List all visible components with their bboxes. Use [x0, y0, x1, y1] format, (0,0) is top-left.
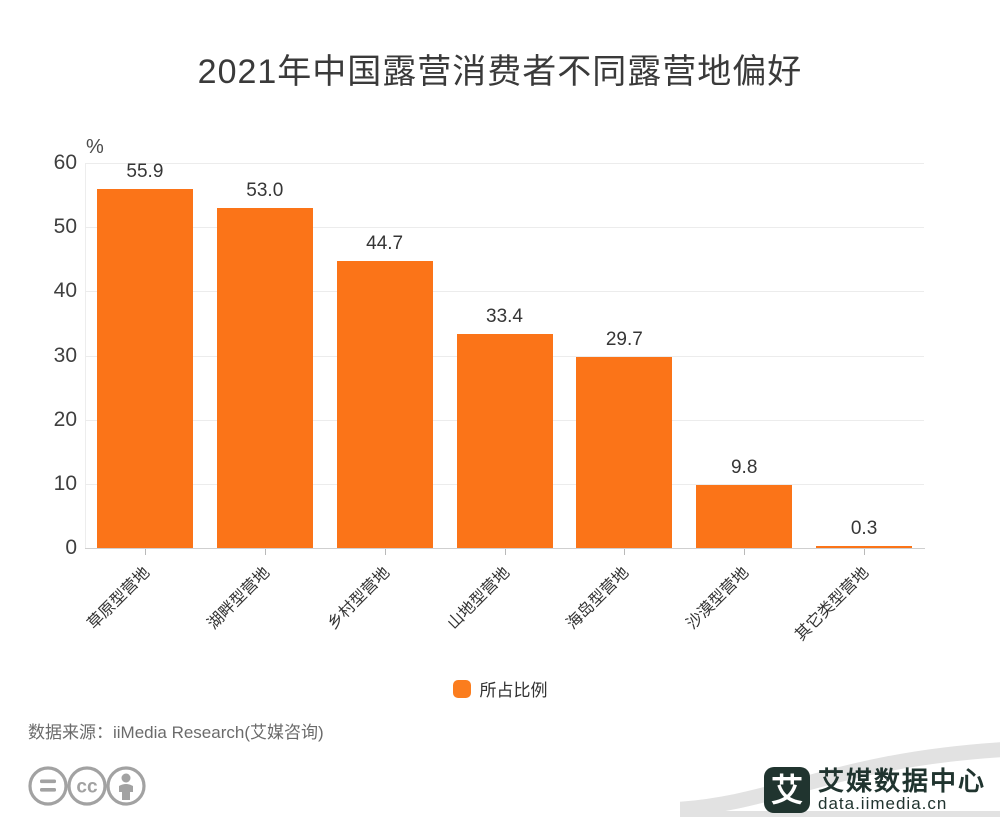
category-label: 山地型营地 — [444, 564, 513, 633]
bar-value-label: 9.8 — [730, 457, 758, 479]
bar-湖畔型营地[interactable] — [216, 207, 313, 548]
brand-url: data.iimedia.cn — [817, 794, 948, 813]
legend[interactable]: 所占比例 — [0, 676, 1000, 701]
bar-沙漠型营地[interactable] — [696, 485, 793, 548]
x-axis-tick — [744, 549, 746, 555]
brand-name: 艾媒数据中心 — [817, 766, 986, 796]
y-tick-label: 60 — [53, 151, 77, 174]
category-label: 其它类型营地 — [792, 564, 873, 645]
x-axis-tick — [864, 549, 866, 555]
chart-title: 2021年中国露营消费者不同露营地偏好 — [197, 53, 803, 91]
legend-label: 所占比例 — [479, 681, 548, 700]
x-axis-tick — [264, 549, 266, 555]
y-tick-label: 40 — [53, 279, 77, 303]
bar-山地型营地[interactable] — [456, 333, 553, 548]
bar-value-label: 44.7 — [366, 233, 404, 255]
brand-logo-icon: 艾 — [763, 767, 810, 813]
bar-海岛型营地[interactable] — [576, 357, 673, 548]
corner-decoration — [667, 725, 1000, 822]
equals-license-icon — [28, 766, 68, 806]
legend-swatch — [452, 679, 471, 698]
license-icons: cc — [26, 763, 152, 814]
y-tick-label: 10 — [53, 471, 77, 495]
bar-value-label: 29.7 — [605, 329, 643, 351]
y-tick-label: 20 — [53, 407, 77, 431]
gridline — [85, 227, 924, 229]
data-source-note: 数据来源：iiMedia Research(艾媒咨询) — [28, 723, 324, 742]
corner-bottom-strip — [668, 811, 1000, 817]
x-axis-line — [85, 548, 925, 549]
bar-value-label: 55.9 — [126, 161, 164, 183]
corner-swoosh-band — [667, 742, 1000, 818]
bar-value-label: 33.4 — [486, 305, 523, 327]
cc-icon — [67, 766, 107, 806]
bar-草原型营地[interactable] — [96, 189, 193, 548]
brand-banner: 艾 艾媒数据中心 data.iimedia.cn — [763, 766, 986, 813]
category-label: 沙漠型营地 — [683, 564, 753, 633]
gridline — [85, 291, 924, 293]
x-axis-tick — [384, 549, 386, 555]
category-label: 乡村型营地 — [324, 564, 393, 633]
y-axis-unit-label: % — [86, 136, 104, 158]
bar-乡村型营地[interactable] — [336, 261, 433, 548]
plot-area — [85, 163, 924, 548]
y-tick-label: 0 — [65, 536, 77, 559]
x-axis-tick — [624, 549, 626, 555]
gridline — [85, 163, 924, 164]
bar-value-label: 0.3 — [850, 518, 878, 540]
y-tick-label: 50 — [53, 215, 77, 239]
bar-其它类型营地[interactable] — [816, 546, 913, 548]
bar-value-label: 53.0 — [246, 179, 284, 201]
category-label: 草原型营地 — [84, 564, 154, 633]
category-label: 海岛型营地 — [564, 564, 633, 633]
y-tick-label: 30 — [53, 343, 77, 367]
svg-text:cc: cc — [76, 777, 98, 798]
attribution-person-icon — [106, 766, 146, 806]
x-axis-tick — [504, 549, 506, 555]
x-axis-tick — [144, 549, 146, 555]
category-label: 湖畔型营地 — [204, 564, 274, 633]
